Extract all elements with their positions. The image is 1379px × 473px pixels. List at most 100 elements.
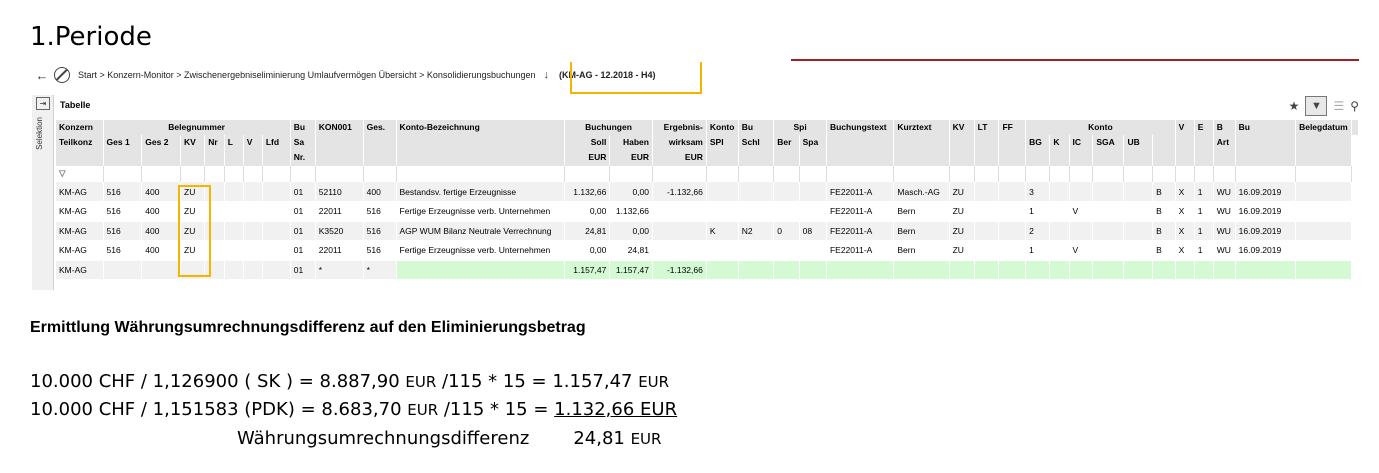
col-schl[interactable]: Schl (738, 135, 775, 150)
calculation-heading: Ermittlung Währungsumrechnungsdifferenz … (30, 319, 586, 336)
table-row[interactable]: KM-AG 516 400 ZU 01 22011 516 Fertige Erzeugnis… (56, 240, 1359, 261)
cell-bez: AGP WUM Bilanz Neutrale Verrechnung (396, 221, 566, 241)
table-row[interactable]: KM-AG 516 400 ZU 01 K3520 516 AGP WUM Bilanz Ne… (56, 221, 1359, 241)
app-window: ← Start > Konzern-Monitor > Zwischenerge… (32, 62, 1359, 290)
cell-bschl (738, 201, 775, 222)
cell-bschl (738, 240, 775, 261)
cell-erg: -1.132,66 (652, 182, 707, 202)
col-lt[interactable]: LT (974, 120, 1000, 135)
cell-haben: 0,00 (609, 221, 653, 241)
clear-filter-icon[interactable]: ☰ (1333, 99, 1345, 113)
filter-icon-small[interactable]: ▽ (56, 166, 104, 182)
col-e[interactable]: E (1194, 120, 1214, 135)
col-konzern[interactable]: Konzern (56, 120, 104, 135)
col-bu[interactable]: Bu (290, 120, 316, 135)
col-sa[interactable]: Sa (290, 135, 316, 150)
cell-kon: 22011 (315, 201, 364, 222)
total-row[interactable]: KM-AG 01 * * 1.157,47 1.157,47 -1.132,66 (56, 260, 1359, 280)
cell-bschl: N2 (738, 221, 775, 241)
cancel-icon[interactable] (54, 67, 70, 83)
bookings-table: Konzern Belegnummer Bu KON001 Ges. Konto… (56, 120, 1359, 280)
col-ic[interactable]: IC (1069, 135, 1094, 150)
back-arrow-icon[interactable]: ← (35, 67, 49, 83)
col-ber[interactable]: Ber (773, 135, 800, 150)
filter-icon[interactable]: ▼ (1305, 96, 1328, 116)
col-sga[interactable]: SGA (1092, 135, 1125, 150)
cell-kv: ZU (180, 201, 206, 222)
col-teilkonz[interactable]: Teilkonz (56, 135, 104, 150)
search-icon[interactable]: ⚲ (1350, 99, 1359, 113)
col-belegdatum[interactable]: Belegdatum (1295, 120, 1352, 135)
cell-datum: 16.09.2019 (1235, 201, 1297, 222)
col-kv-beleg[interactable]: KV (180, 135, 206, 150)
col-l[interactable]: L (224, 135, 244, 150)
col-b[interactable]: B (1213, 120, 1236, 135)
cell-kspi (706, 201, 739, 222)
cell-datum: 16.09.2019 (1235, 182, 1297, 202)
table-row[interactable]: KM-AG 516 400 ZU 01 52110 400 Bestandsv. fertig… (56, 182, 1359, 202)
unit-wirksam: EUR (652, 150, 707, 166)
table-label: Tabelle (60, 100, 91, 110)
col-ges2[interactable]: Ges 2 (141, 135, 182, 150)
selection-panel[interactable]: ⇥ Selektion (32, 95, 54, 290)
total-haben: 1.157,47 (609, 260, 653, 280)
cell-kspi (706, 240, 739, 261)
star-icon[interactable]: ★ (1288, 99, 1300, 113)
col-v-beleg[interactable]: V (243, 135, 263, 150)
cell-ges2: 400 (141, 221, 182, 241)
cell-ges1: 516 (103, 201, 143, 222)
col-spi-sub[interactable]: SPI (706, 135, 739, 150)
cell-e: X (1175, 182, 1195, 202)
col-spa[interactable]: Spa (799, 135, 827, 150)
cell-busa: 01 (290, 240, 316, 261)
cell-ic: V (1069, 201, 1094, 222)
col-art[interactable]: Art (1213, 135, 1236, 150)
col-v[interactable]: V (1175, 120, 1195, 135)
cell-buart: WU (1213, 201, 1236, 222)
col-ergebnis[interactable]: Ergebnis- (652, 120, 707, 135)
cell-teilkonz: KM-AG (56, 201, 104, 222)
table-row[interactable]: KM-AG 516 400 ZU 01 22011 516 Fertige Erzeugnis… (56, 201, 1359, 222)
col-sa-nr: Nr. (290, 150, 316, 166)
calc-line-1: 10.000 CHF / 1,126900 ( SK ) = 8.887,90 … (30, 371, 670, 392)
col-haben[interactable]: Haben (609, 135, 653, 150)
col-k[interactable]: K (1049, 135, 1070, 150)
col-ges1[interactable]: Ges 1 (103, 135, 143, 150)
col-bu-art[interactable]: Bu (1235, 120, 1297, 135)
col-bu-schl[interactable]: Bu (738, 120, 775, 135)
col-soll[interactable]: Soll (564, 135, 611, 150)
col-ub[interactable]: UB (1123, 135, 1154, 150)
cell-e: X (1175, 201, 1195, 222)
col-buchungen[interactable]: Buchungen (564, 120, 653, 135)
col-kurztext[interactable]: Kurztext (893, 120, 950, 135)
filter-row[interactable]: ▽ (56, 166, 1359, 182)
col-nr[interactable]: Nr (204, 135, 225, 150)
col-kon001[interactable]: KON001 (315, 120, 364, 135)
col-lfd[interactable]: Lfd (262, 135, 291, 150)
col-bg[interactable]: BG (1025, 135, 1051, 150)
cell-bez: Fertige Erzeugnisse verb. Unternehmen (396, 201, 566, 222)
breadcrumb[interactable]: Start > Konzern-Monitor > Zwischenergebn… (78, 70, 536, 80)
cell-erg (652, 221, 707, 241)
col-ff[interactable]: FF (998, 120, 1027, 135)
cell-kon: 22011 (315, 240, 364, 261)
cell-ic: V (1069, 240, 1094, 261)
separator-arrow-icon: ↓ (543, 69, 550, 81)
col-wirksam[interactable]: wirksam (652, 135, 707, 150)
col-konto-group[interactable]: Konto (1025, 120, 1176, 135)
total-erg: -1.132,66 (652, 260, 707, 280)
col-buchungstext[interactable]: Buchungstext (826, 120, 895, 135)
toolbar-tools: ★ ▼ ☰ ⚲ (1289, 95, 1359, 117)
col-konto-bezeichnung[interactable]: Konto-Bezeichnung (396, 120, 566, 135)
col-ges[interactable]: Ges. (363, 120, 397, 135)
col-kv[interactable]: KV (949, 120, 975, 135)
col-konto-spi[interactable]: Konto (706, 120, 739, 135)
total-soll: 1.157,47 (564, 260, 611, 280)
cell-haben: 0,00 (609, 182, 653, 202)
expand-panel-icon[interactable]: ⇥ (36, 97, 50, 110)
col-spi[interactable]: Spi (773, 120, 827, 135)
col-belegnummer[interactable]: Belegnummer (103, 120, 291, 135)
cell-kon: K3520 (315, 221, 364, 241)
cell-bez: Bestandsv. fertige Erzeugnisse (396, 182, 566, 202)
cell-btext: FE22011-A (826, 182, 895, 202)
